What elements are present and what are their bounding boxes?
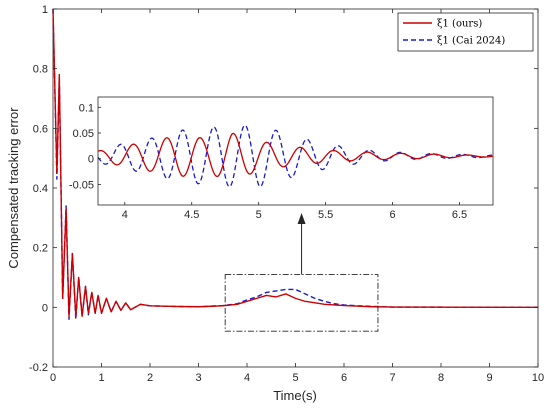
x-tick-label: 6 (341, 372, 347, 384)
y-tick-label: 0.4 (33, 183, 48, 195)
inset-y-tick-label: 0 (88, 154, 94, 166)
inset-series-line-ours (97, 132, 494, 178)
inset-y-tick-label: 0.1 (79, 102, 94, 114)
y-tick-label: 1 (42, 4, 48, 16)
zoom-arrow-head (297, 213, 306, 224)
zoom-region-box (224, 274, 379, 332)
inset-x-tick-label: 6 (390, 209, 396, 221)
x-tick-label: 8 (438, 372, 444, 384)
x-tick-label: 10 (532, 372, 544, 384)
x-tick-label: 1 (98, 372, 104, 384)
x-tick-label: 4 (244, 372, 250, 384)
inset-y-tick-label: 0.05 (73, 128, 94, 140)
inset-y-ticks: -0.05 0 0.05 0.1 (69, 102, 101, 191)
x-tick-label: 3 (195, 372, 201, 384)
legend-box (397, 12, 534, 52)
inset-x-tick-label: 4 (122, 209, 128, 221)
inset-series-line-cai (97, 124, 494, 188)
x-tick-label: 5 (292, 372, 298, 384)
inset-x-tick-label: 5 (256, 209, 262, 221)
y-tick-label: 0.8 (33, 64, 48, 76)
inset-x-tick-label: 4.5 (184, 209, 199, 221)
inset-x-tick-label: 5.5 (318, 209, 333, 221)
y-tick-label: 0.2 (33, 243, 48, 255)
x-axis-ticks: 0 1 2 3 4 5 6 7 8 9 10 (50, 9, 544, 384)
main-lines (52, 8, 539, 320)
legend: ξ1 (ours) ξ1 (Cai 2024) (397, 12, 534, 52)
series-line-cai (52, 8, 539, 320)
series-line-ours (52, 8, 539, 317)
inset-y-tick-label: -0.05 (69, 179, 94, 191)
inset-lines (97, 124, 494, 188)
x-tick-label: 9 (486, 372, 492, 384)
inset-x-ticks: 4 4.5 5 5.5 6 6.5 (122, 202, 467, 221)
y-tick-label: -0.2 (29, 362, 48, 374)
x-axis-label: Time(s) (273, 388, 317, 403)
x-tick-label: 2 (147, 372, 153, 384)
x-tick-label: 0 (50, 372, 56, 384)
legend-label-cai: ξ1 (Cai 2024) (437, 36, 505, 47)
x-tick-label: 7 (389, 372, 395, 384)
y-tick-label: 0.6 (33, 123, 48, 135)
inset-x-tick-label: 6.5 (452, 209, 467, 221)
y-axis-label: Compensated tracking error (6, 107, 21, 269)
y-axis-ticks: -0.2 0 0.2 0.4 0.6 0.8 1 (29, 4, 538, 374)
y-tick-label: 0 (42, 302, 48, 314)
legend-label-ours: ξ1 (ours) (437, 19, 482, 30)
